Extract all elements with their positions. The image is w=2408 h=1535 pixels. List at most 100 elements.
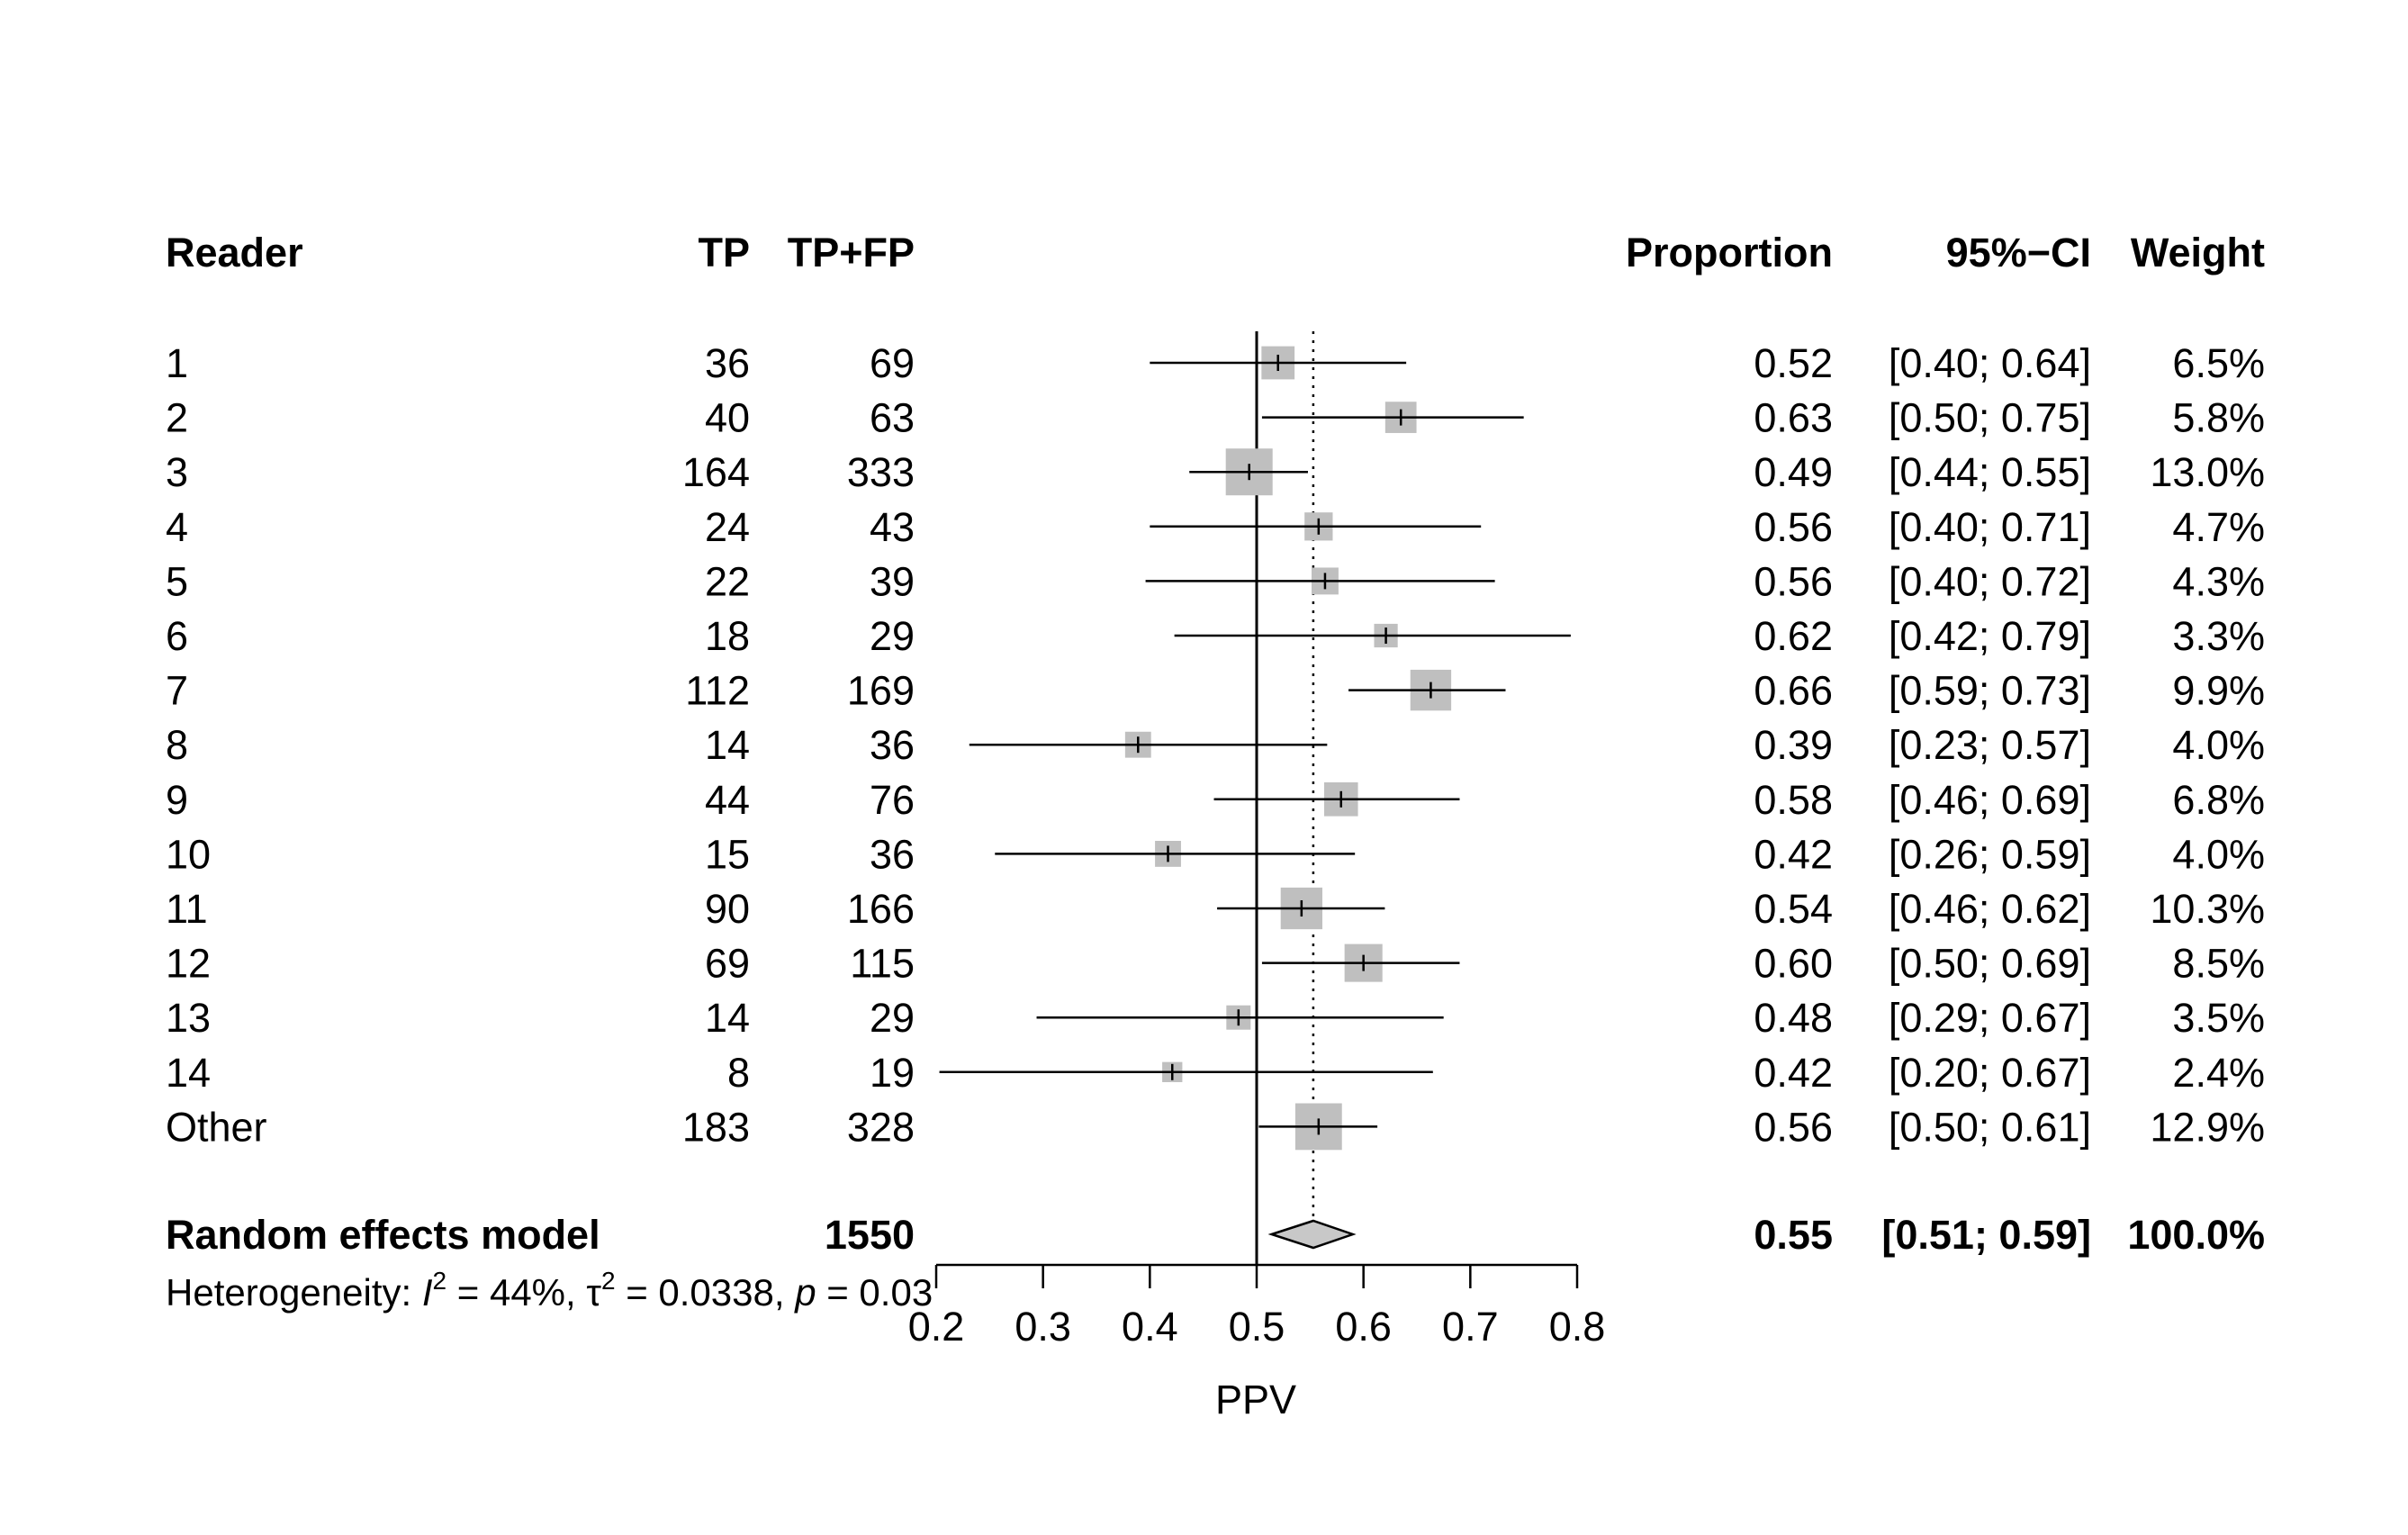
tpfp-value: 328 <box>847 1104 915 1150</box>
proportion-value: 0.39 <box>1754 722 1833 768</box>
pooled-weight: 100.0% <box>2127 1212 2265 1258</box>
reader-label: 6 <box>166 613 188 659</box>
tpfp-value: 36 <box>870 831 915 877</box>
weight-value: 8.5% <box>2172 941 2265 987</box>
study-row: 8 14 36 0.39 [0.23; 0.57] 4.0% <box>166 722 2265 768</box>
reader-label: 14 <box>166 1050 211 1096</box>
reader-label: 4 <box>166 504 188 550</box>
weight-value: 6.5% <box>2172 340 2265 386</box>
reader-label: Other <box>166 1104 267 1150</box>
x-tick-label: 0.5 <box>1229 1304 1285 1350</box>
ci-value: [0.59; 0.73] <box>1889 668 2091 714</box>
proportion-value: 0.42 <box>1754 1050 1833 1096</box>
weight-value: 5.8% <box>2172 395 2265 441</box>
tpfp-value: 19 <box>870 1050 915 1096</box>
ci-value: [0.44; 0.55] <box>1889 449 2091 495</box>
x-tick-label: 0.3 <box>1015 1304 1071 1350</box>
reader-label: 1 <box>166 340 188 386</box>
study-row: 7 112 169 0.66 [0.59; 0.73] 9.9% <box>166 668 2265 714</box>
study-row: Other 183 328 0.56 [0.50; 0.61] 12.9% <box>166 1103 2265 1150</box>
study-row: 6 18 29 0.62 [0.42; 0.79] 3.3% <box>166 613 2265 659</box>
reader-label: 8 <box>166 722 188 768</box>
pooled-row: Random effects model 1550 0.55 [0.51; 0.59]… <box>166 1212 2265 1258</box>
tp-value: 24 <box>705 504 750 550</box>
study-row: 13 14 29 0.48 [0.29; 0.67] 3.5% <box>166 995 2265 1041</box>
tpfp-value: 63 <box>870 395 915 441</box>
reader-label: 9 <box>166 777 188 823</box>
x-tick-label: 0.2 <box>908 1304 965 1350</box>
study-row: 9 44 76 0.58 [0.46; 0.69] 6.8% <box>166 777 2265 823</box>
tp-value: 8 <box>727 1050 750 1096</box>
ci-value: [0.40; 0.71] <box>1889 504 2091 550</box>
tp-value: 90 <box>705 886 750 932</box>
weight-value: 13.0% <box>2150 449 2265 495</box>
ci-value: [0.42; 0.79] <box>1889 613 2091 659</box>
tpfp-value: 169 <box>847 668 915 714</box>
study-row: 12 69 115 0.60 [0.50; 0.69] 8.5% <box>166 941 2265 987</box>
study-row: 3 164 333 0.49 [0.44; 0.55] 13.0% <box>166 448 2265 496</box>
ci-value: [0.40; 0.72] <box>1889 558 2091 604</box>
pooled-diamond <box>1267 1219 1357 1250</box>
tpfp-value: 29 <box>870 613 915 659</box>
ci-value: [0.29; 0.67] <box>1889 995 2091 1041</box>
tp-value: 183 <box>682 1104 750 1150</box>
header-ci: 95%−CI <box>1946 230 2091 275</box>
study-row: 4 24 43 0.56 [0.40; 0.71] 4.7% <box>166 504 2265 550</box>
weight-value: 4.0% <box>2172 722 2265 768</box>
tp-value: 14 <box>705 722 750 768</box>
weight-value: 2.4% <box>2172 1050 2265 1096</box>
study-row: 1 36 69 0.52 [0.40; 0.64] 6.5% <box>166 340 2265 386</box>
proportion-value: 0.42 <box>1754 831 1833 877</box>
tpfp-value: 29 <box>870 995 915 1041</box>
header-reader: Reader <box>166 230 303 275</box>
ci-value: [0.50; 0.61] <box>1889 1104 2091 1150</box>
tp-value: 69 <box>705 941 750 987</box>
tp-value: 18 <box>705 613 750 659</box>
study-row: 10 15 36 0.42 [0.26; 0.59] 4.0% <box>166 831 2265 877</box>
tp-value: 22 <box>705 558 750 604</box>
tp-value: 14 <box>705 995 750 1041</box>
ci-value: [0.46; 0.69] <box>1889 777 2091 823</box>
weight-value: 6.8% <box>2172 777 2265 823</box>
tp-value: 15 <box>705 831 750 877</box>
pooled-proportion: 0.55 <box>1754 1212 1833 1258</box>
reader-label: 3 <box>166 449 188 495</box>
proportion-value: 0.63 <box>1754 395 1833 441</box>
ci-value: [0.23; 0.57] <box>1889 722 2091 768</box>
weight-value: 3.5% <box>2172 995 2265 1041</box>
tpfp-value: 36 <box>870 722 915 768</box>
tpfp-value: 43 <box>870 504 915 550</box>
tp-value: 36 <box>705 340 750 386</box>
weight-value: 12.9% <box>2150 1104 2265 1150</box>
reader-label: 5 <box>166 558 188 604</box>
proportion-value: 0.56 <box>1754 1104 1833 1150</box>
weight-value: 10.3% <box>2150 886 2265 932</box>
tpfp-value: 39 <box>870 558 915 604</box>
x-tick-label: 0.6 <box>1335 1304 1392 1350</box>
tpfp-value: 333 <box>847 449 915 495</box>
tpfp-value: 115 <box>850 941 915 987</box>
header-tpfp: TP+FP <box>788 230 915 275</box>
ci-value: [0.26; 0.59] <box>1889 831 2091 877</box>
reader-label: 12 <box>166 941 211 987</box>
proportion-value: 0.49 <box>1754 449 1833 495</box>
pooled-ci: [0.51; 0.59] <box>1881 1212 2091 1258</box>
reader-label: 13 <box>166 995 211 1041</box>
ci-value: [0.46; 0.62] <box>1889 886 2091 932</box>
study-row: 11 90 166 0.54 [0.46; 0.62] 10.3% <box>166 886 2265 932</box>
tpfp-value: 69 <box>870 340 915 386</box>
header-weight: Weight <box>2131 230 2265 275</box>
x-axis-label: PPV <box>1215 1377 1296 1422</box>
x-tick-label: 0.7 <box>1442 1304 1499 1350</box>
proportion-value: 0.60 <box>1754 941 1833 987</box>
study-rows: 1 36 69 0.52 [0.40; 0.64] 6.5%2 40 63 0.63 [0.50;… <box>166 340 2265 1150</box>
weight-value: 4.0% <box>2172 831 2265 877</box>
reader-label: 7 <box>166 668 188 714</box>
x-tick-label: 0.8 <box>1549 1304 1606 1350</box>
weight-value: 4.3% <box>2172 558 2265 604</box>
tp-value: 112 <box>685 668 750 714</box>
ci-value: [0.50; 0.69] <box>1889 941 2091 987</box>
proportion-value: 0.58 <box>1754 777 1833 823</box>
tpfp-value: 166 <box>847 886 915 932</box>
